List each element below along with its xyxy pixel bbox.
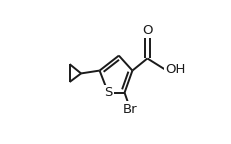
Text: S: S — [103, 86, 112, 99]
Text: Br: Br — [122, 103, 137, 116]
Text: OH: OH — [164, 63, 185, 76]
Text: O: O — [142, 24, 152, 37]
